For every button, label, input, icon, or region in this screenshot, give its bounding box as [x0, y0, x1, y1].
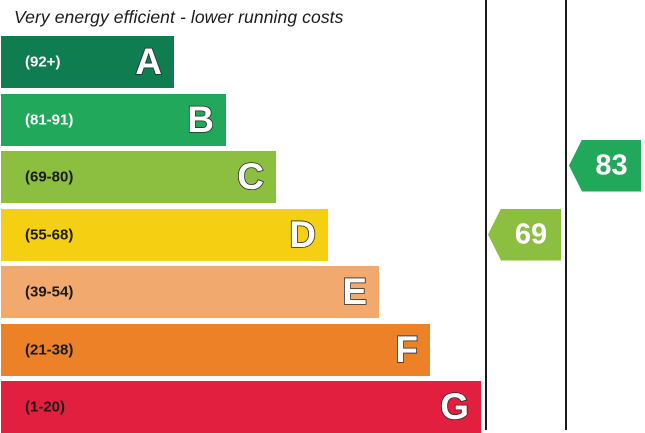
band-e: (39-54) E	[1, 266, 379, 318]
column-divider-current	[485, 0, 487, 430]
current-rating-arrow: 69	[488, 208, 561, 261]
band-letter: D	[288, 213, 316, 256]
current-rating-value: 69	[514, 218, 548, 250]
band-c: (69-80) C	[1, 151, 276, 203]
chart-title: Very energy efficient - lower running co…	[14, 7, 344, 27]
band-letter: A	[134, 40, 162, 83]
band-d: (55-68) D	[1, 208, 328, 261]
band-letter: F	[395, 328, 419, 371]
band-range-label: (81-91)	[25, 111, 74, 128]
band-range-label: (39-54)	[25, 283, 74, 301]
band-range-label: (21-38)	[25, 341, 74, 358]
band-letter: B	[186, 98, 214, 141]
potential-rating-value: 83	[595, 149, 628, 181]
band-range-label: (92+)	[25, 53, 61, 71]
band-letter: G	[439, 385, 469, 428]
band-letter: C	[236, 155, 264, 198]
band-f: (21-38) F	[1, 323, 430, 376]
band-range-label: (1-20)	[25, 398, 66, 416]
band-g: (1-20) G	[1, 381, 481, 433]
potential-rating-arrow: 83	[569, 139, 641, 192]
column-divider-potential	[565, 0, 567, 430]
band-range-label: (55-68)	[25, 226, 74, 243]
band-a: (92+) A	[1, 36, 174, 88]
band-b: (81-91) B	[1, 93, 226, 146]
band-range-label: (69-80)	[25, 168, 74, 186]
band-letter: E	[342, 270, 368, 313]
